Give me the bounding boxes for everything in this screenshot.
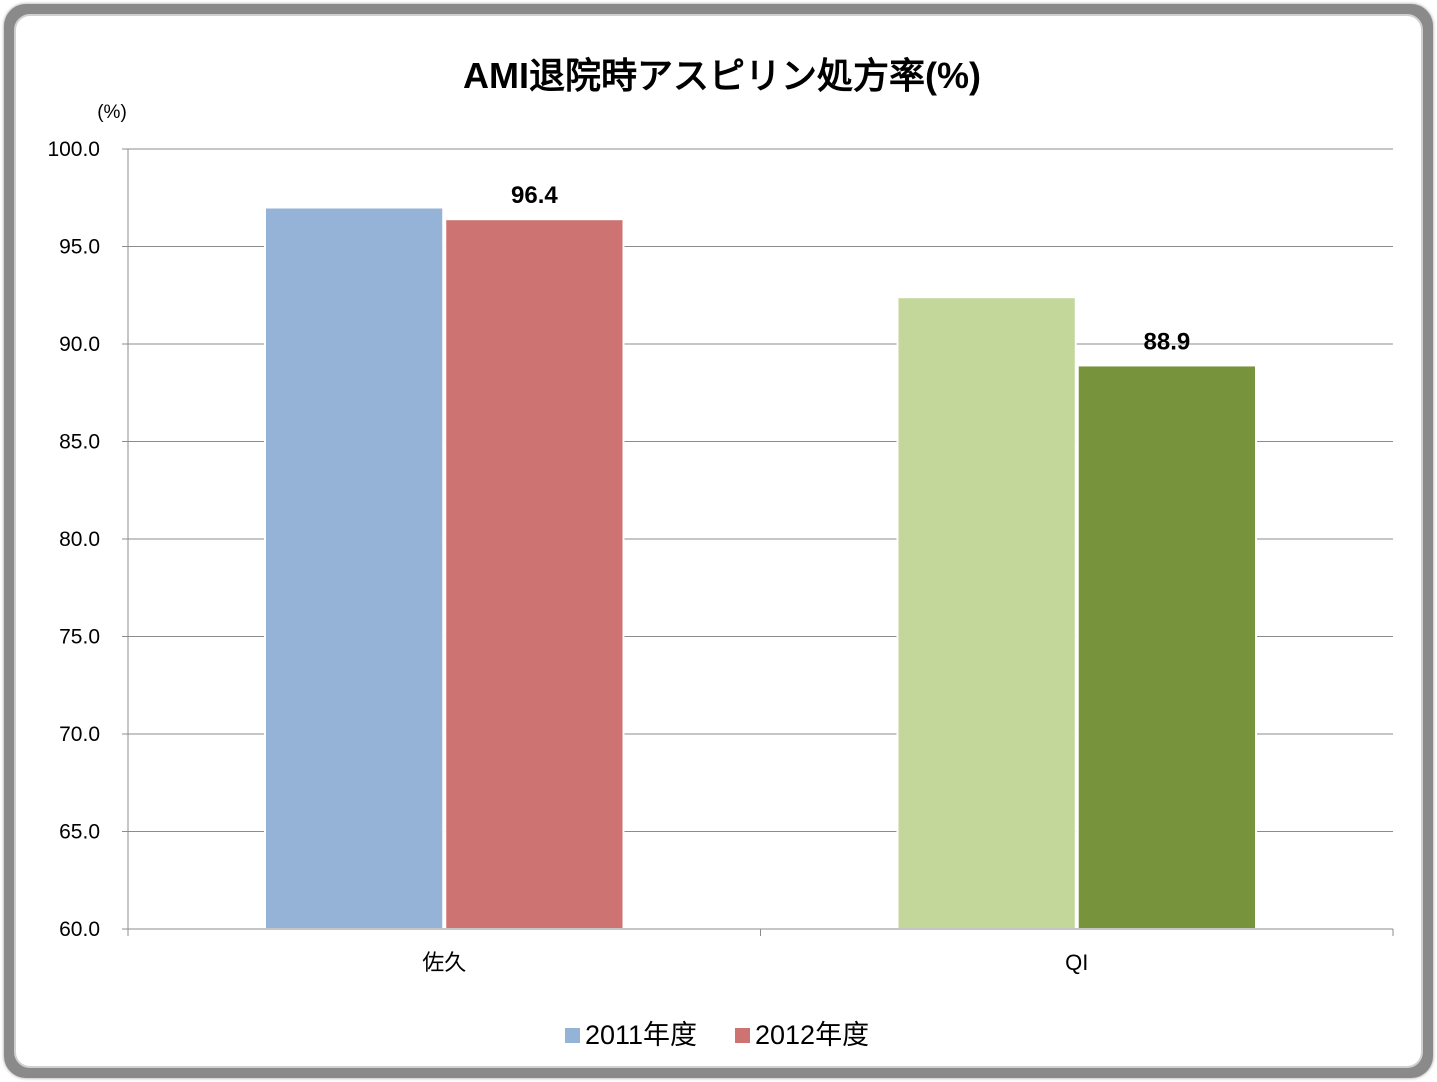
y-axis-unit: (%) bbox=[97, 102, 127, 123]
axes bbox=[127, 149, 1394, 936]
y-tick-label: 90.0 bbox=[59, 333, 100, 356]
y-tick-label: 75.0 bbox=[59, 626, 100, 649]
data-label: 96.4 bbox=[511, 182, 558, 209]
bar bbox=[896, 296, 1077, 930]
y-axis-ticks: 100.0 95.0 90.0 85.0 80.0 75.0 70.0 65.0 60.0 bbox=[47, 138, 128, 941]
bars bbox=[263, 206, 1258, 930]
bar bbox=[444, 218, 625, 930]
y-tick-label: 60.0 bbox=[59, 918, 100, 941]
data-labels: 96.4 88.9 bbox=[511, 182, 1190, 355]
legend: 2011年度 2012年度 bbox=[565, 1020, 869, 1050]
chart-title: AMI退院時アスピリン処方率(%) bbox=[463, 55, 981, 96]
y-tick-label: 85.0 bbox=[59, 431, 100, 454]
legend-label: 2011年度 bbox=[585, 1020, 697, 1050]
legend-swatch bbox=[735, 1028, 750, 1043]
x-category-label: QI bbox=[1065, 950, 1088, 975]
x-category-label: 佐久 bbox=[422, 950, 466, 975]
bar bbox=[1076, 364, 1258, 930]
y-tick-label: 100.0 bbox=[47, 138, 100, 161]
legend-swatch bbox=[565, 1028, 580, 1043]
legend-label: 2012年度 bbox=[755, 1020, 869, 1050]
data-label: 88.9 bbox=[1144, 328, 1191, 355]
y-tick-label: 95.0 bbox=[59, 236, 100, 259]
y-tick-label: 65.0 bbox=[59, 821, 100, 844]
y-tick-label: 70.0 bbox=[59, 723, 100, 746]
y-tick-label: 80.0 bbox=[59, 528, 100, 551]
bar bbox=[263, 206, 445, 930]
x-axis-labels: 佐久 QI bbox=[422, 950, 1088, 975]
